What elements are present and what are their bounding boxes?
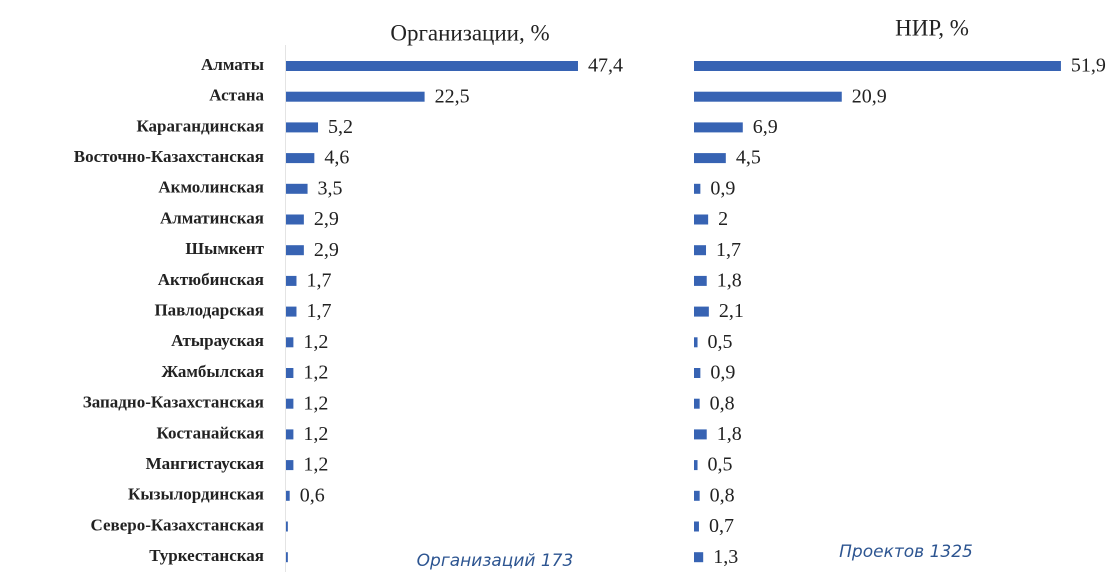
data-label: 0,9 (710, 362, 735, 384)
bar (286, 429, 294, 440)
data-label: 0,9 (710, 177, 735, 199)
data-label: 1,2 (303, 454, 328, 476)
bar (286, 122, 319, 133)
bar (694, 368, 701, 378)
category-label: Алматы (201, 55, 264, 74)
bar (694, 153, 726, 164)
data-label: 20,9 (852, 85, 887, 107)
bar (286, 368, 294, 378)
bar (694, 122, 743, 133)
data-label: 6,9 (753, 116, 778, 138)
data-label: 1,3 (713, 546, 738, 568)
category-label: Астана (209, 86, 264, 105)
bar (694, 429, 707, 440)
data-label: 1,2 (303, 423, 328, 445)
bar (286, 552, 288, 563)
data-label: 1,7 (306, 300, 331, 322)
annotation: Организаций 173 (417, 551, 574, 571)
data-label: 0,6 (300, 484, 325, 506)
data-label: 0,5 (708, 331, 733, 353)
bar (694, 306, 709, 317)
category-label: Карагандинская (136, 116, 264, 135)
chart-title: НИР, % (895, 15, 969, 40)
chart-title: Организации, % (390, 20, 549, 45)
bar (286, 275, 297, 286)
data-label: 0,8 (710, 392, 735, 414)
bar (694, 245, 707, 256)
data-label: 1,7 (716, 239, 741, 261)
data-label: 1,2 (303, 362, 328, 384)
category-label: Северо-Казахстанская (91, 515, 265, 534)
bar (286, 245, 304, 256)
category-label: Павлодарская (154, 301, 264, 320)
data-label: 0,8 (710, 484, 735, 506)
category-label: Костанайская (157, 423, 264, 442)
category-label: Мангистауская (146, 454, 264, 473)
bar (694, 460, 698, 471)
category-label: Атырауская (171, 331, 264, 350)
bar (286, 214, 304, 225)
bar (694, 398, 700, 409)
data-label: 1,2 (303, 331, 328, 353)
category-label: Алматинская (160, 208, 264, 227)
bar (694, 490, 700, 501)
bar (694, 275, 707, 286)
bar (694, 183, 701, 194)
data-label: 22,5 (435, 85, 470, 107)
bar (694, 61, 1061, 71)
data-label: 4,5 (736, 147, 761, 169)
data-label: 2,9 (314, 239, 339, 261)
category-label: Шымкент (185, 239, 264, 258)
data-label: 2,1 (719, 300, 744, 322)
category-label: Актюбинская (158, 270, 264, 289)
data-label: 5,2 (328, 116, 353, 138)
bar (286, 153, 315, 164)
bar (286, 490, 290, 501)
bar (286, 183, 308, 194)
bar (286, 337, 294, 348)
data-label: 47,4 (588, 55, 623, 77)
bar (286, 306, 297, 317)
data-label: 2 (718, 208, 728, 230)
data-label: 3,5 (318, 177, 343, 199)
data-label: 1,7 (306, 269, 331, 291)
category-label: Кызылординская (128, 485, 264, 504)
bar (286, 91, 425, 102)
bar (694, 91, 842, 102)
data-label: 0,7 (709, 515, 734, 537)
data-label: 2,9 (314, 208, 339, 230)
bar (694, 552, 704, 563)
category-label: Восточно-Казахстанская (74, 147, 264, 166)
category-label: Акмолинская (158, 178, 264, 197)
data-label: 1,8 (717, 269, 742, 291)
category-label: Жамбылская (161, 362, 264, 381)
data-label: 4,6 (324, 147, 349, 169)
category-label: Западно-Казахстанская (83, 393, 264, 412)
annotation: Проектов 1325 (839, 542, 973, 562)
data-label: 0,5 (708, 454, 733, 476)
bar (694, 521, 699, 532)
category-label: Туркестанская (149, 546, 264, 565)
bar (694, 337, 698, 348)
data-label: 1,8 (717, 423, 742, 445)
data-label: 51,9 (1071, 55, 1106, 77)
bar (694, 214, 709, 225)
data-label: 1,2 (303, 392, 328, 414)
bar (286, 460, 294, 471)
bar (286, 398, 294, 409)
bar (286, 61, 578, 71)
bar (286, 521, 288, 532)
